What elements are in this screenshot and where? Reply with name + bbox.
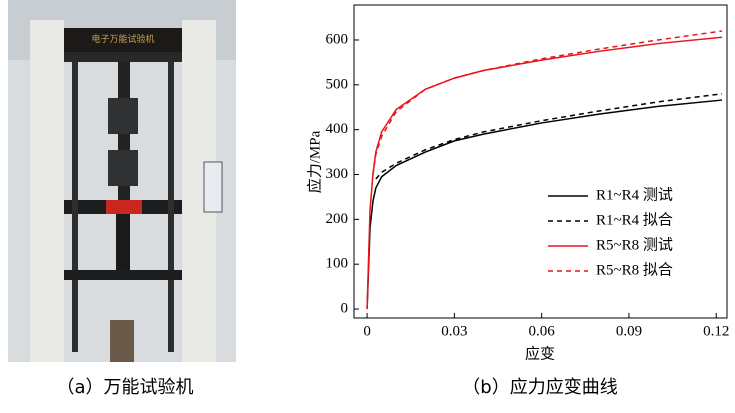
y-tick-label: 200 — [326, 211, 349, 227]
chart-caption: （b）应力应变曲线 — [462, 377, 617, 398]
y-tick-label: 0 — [341, 300, 349, 316]
y-tick-label: 100 — [326, 256, 349, 272]
y-tick-label: 600 — [326, 31, 349, 47]
x-tick-label: 0 — [363, 323, 371, 339]
legend-label: R5~R8 拟合 — [596, 261, 673, 278]
series-line — [366, 99, 723, 310]
legend-label: R1~R4 测试 — [596, 186, 673, 203]
svg-text:电子万能试验机: 电子万能试验机 — [91, 33, 154, 44]
x-tick-label: 0.06 — [529, 323, 556, 339]
y-tick-label: 500 — [326, 76, 349, 92]
series-line — [372, 30, 723, 175]
legend-label: R1~R4 拟合 — [596, 211, 673, 228]
x-tick-label: 0.03 — [441, 323, 467, 339]
x-tick-label: 0.09 — [616, 323, 642, 339]
y-axis-label: 应力/MPa — [305, 130, 323, 193]
x-tick-label: 0.12 — [703, 323, 729, 339]
y-tick-label: 400 — [326, 121, 349, 137]
photo-caption: （a）万能试验机 — [56, 377, 193, 398]
legend-label: R5~R8 测试 — [596, 236, 673, 253]
series-line — [375, 93, 723, 180]
x-axis-label: 应变 — [525, 344, 555, 362]
plot-frame — [353, 4, 728, 319]
photo: 电子万能试验机 — [8, 0, 236, 362]
y-tick-label: 300 — [326, 166, 349, 182]
